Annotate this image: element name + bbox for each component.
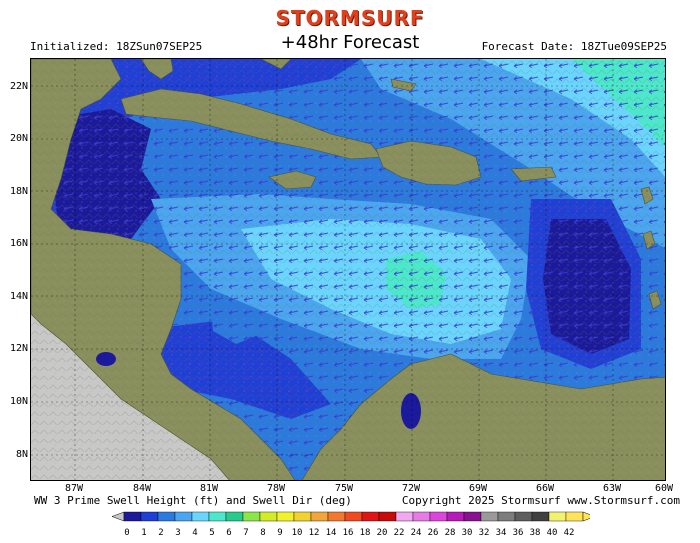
- legend-swatch: [480, 511, 499, 522]
- swell-map-canvas: [31, 59, 665, 480]
- legend-swatch: [123, 511, 142, 522]
- legend-label: 6: [226, 528, 231, 538]
- legend-swatch: [463, 511, 482, 522]
- legend-label: 36: [513, 528, 524, 538]
- legend-swatch: [531, 511, 550, 522]
- lat-label-18n: 18N: [9, 186, 28, 197]
- lon-label-66w: 66W: [535, 483, 555, 494]
- lat-label-20n: 20N: [9, 133, 28, 144]
- lon-label-75w: 75W: [334, 483, 354, 494]
- legend-swatch: [310, 511, 329, 522]
- legend-label: 38: [530, 528, 541, 538]
- lon-label-87w: 87W: [64, 483, 84, 494]
- legend-label: 34: [496, 528, 507, 538]
- legend-label: 16: [343, 528, 354, 538]
- legend-swatch: [259, 511, 278, 522]
- legend-label: 24: [411, 528, 422, 538]
- lon-label-84w: 84W: [132, 483, 152, 494]
- legend-swatch: [191, 511, 210, 522]
- lon-label-63w: 63W: [602, 483, 622, 494]
- legend-swatch: [344, 511, 363, 522]
- legend-label: 26: [428, 528, 439, 538]
- legend-label: 42: [564, 528, 575, 538]
- legend-label: 3: [175, 528, 180, 538]
- legend-high-arrow: [582, 511, 596, 522]
- legend-swatch: [174, 511, 193, 522]
- legend-swatch: [429, 511, 448, 522]
- legend-swatch: [446, 511, 465, 522]
- forecast-date-label: Forecast Date: 18ZTue09SEP25: [481, 40, 667, 53]
- lat-label-22n: 22N: [9, 81, 28, 92]
- legend-label: 28: [445, 528, 456, 538]
- legend-swatch: [378, 511, 397, 522]
- stormsurf-logo: STORMSURF: [275, 6, 425, 30]
- lake-nicaragua: [96, 352, 116, 366]
- copyright-label: Copyright 2025 Stormsurf www.Stormsurf.c…: [401, 494, 680, 507]
- lat-label-12n: 12N: [9, 343, 28, 354]
- lat-label-16n: 16N: [9, 238, 28, 249]
- variable-description: WW 3 Prime Swell Height (ft) and Swell D…: [34, 494, 352, 507]
- legend-label: 2: [158, 528, 163, 538]
- swell-map: [30, 58, 666, 481]
- legend-swatch: [293, 511, 312, 522]
- lon-label-60w: 60W: [654, 483, 674, 494]
- initialized-label: Initialized: 18ZSun07SEP25: [30, 40, 203, 53]
- legend-swatch: [395, 511, 414, 522]
- legend-label: 12: [309, 528, 320, 538]
- lake-maracaibo: [401, 393, 421, 429]
- legend-swatch: [565, 511, 584, 522]
- legend-label: 8: [260, 528, 265, 538]
- legend-label: 1: [141, 528, 146, 538]
- lon-label-81w: 81W: [199, 483, 219, 494]
- lon-label-78w: 78W: [266, 483, 286, 494]
- legend-swatch: [140, 511, 159, 522]
- lon-label-72w: 72W: [401, 483, 421, 494]
- legend-label: 30: [462, 528, 473, 538]
- legend-label: 0: [124, 528, 129, 538]
- legend-swatch: [548, 511, 567, 522]
- swell-height-legend: 0 1 2 3 4 5 6 7 8 9 10 12 14 16 18 20 22 24 26 28 30 32 34 36 38…: [110, 511, 596, 543]
- legend-swatch: [514, 511, 533, 522]
- legend-label: 7: [243, 528, 248, 538]
- legend-swatch: [225, 511, 244, 522]
- legend-swatch: [361, 511, 380, 522]
- legend-label: 18: [360, 528, 371, 538]
- legend-label: 20: [377, 528, 388, 538]
- legend-low-arrow: [111, 511, 125, 522]
- legend-swatch: [242, 511, 261, 522]
- forecast-title: +48hr Forecast: [280, 32, 420, 53]
- legend-label: 4: [192, 528, 197, 538]
- lat-label-8n: 8N: [15, 449, 28, 460]
- lat-label-14n: 14N: [9, 291, 28, 302]
- legend-swatch: [157, 511, 176, 522]
- legend-colorbar: 0 1 2 3 4 5 6 7 8 9 10 12 14 16 18 20 22 24 26 28 30 32 34 36 38…: [111, 511, 596, 538]
- legend-swatch: [412, 511, 431, 522]
- legend-swatch: [208, 511, 227, 522]
- lon-label-69w: 69W: [468, 483, 488, 494]
- legend-swatch: [327, 511, 346, 522]
- legend-label: 9: [277, 528, 282, 538]
- legend-label: 5: [209, 528, 214, 538]
- legend-label: 32: [479, 528, 490, 538]
- legend-label: 10: [292, 528, 303, 538]
- lat-label-10n: 10N: [9, 396, 28, 407]
- legend-label: 14: [326, 528, 337, 538]
- legend-swatch: [276, 511, 295, 522]
- legend-label: 22: [394, 528, 405, 538]
- legend-swatch: [497, 511, 516, 522]
- legend-label: 40: [547, 528, 558, 538]
